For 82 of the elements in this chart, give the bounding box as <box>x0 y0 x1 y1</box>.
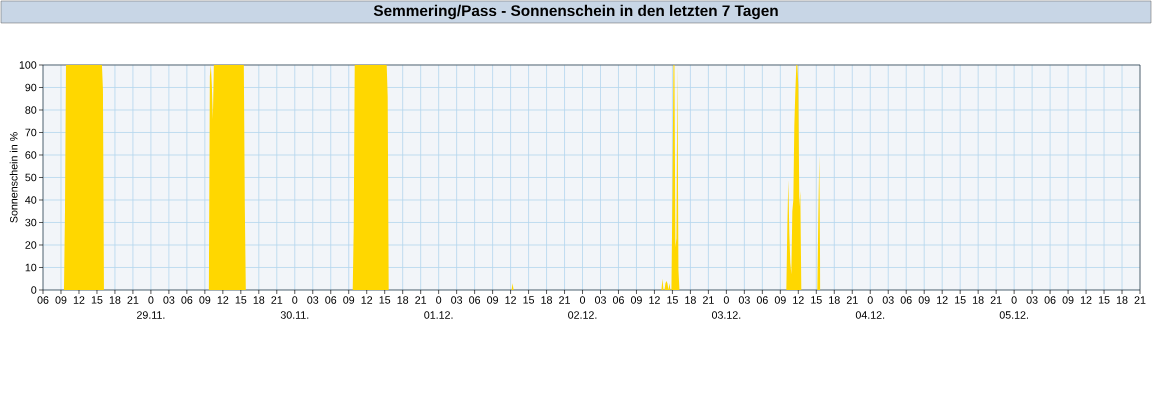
x-tick-label: 06 <box>325 296 337 304</box>
x-tick-label: 21 <box>415 296 427 304</box>
x-tick-label: 03 <box>307 296 319 304</box>
y-tick-label: 0 <box>31 286 37 294</box>
x-tick-label: 03 <box>451 296 463 304</box>
x-tick-label: 18 <box>109 296 121 304</box>
x-tick-label: 18 <box>829 296 840 304</box>
x-tick-label: 21 <box>703 296 714 304</box>
x-tick-label: 0 <box>867 296 873 304</box>
y-tick-label: 60 <box>25 151 37 159</box>
x-tick-label: 06 <box>756 296 768 304</box>
x-tick-label: 03 <box>1026 296 1038 304</box>
x-tick-label: 0 <box>579 296 586 304</box>
x-tick-label: 12 <box>505 296 516 304</box>
x-tick-label: 06 <box>612 296 624 304</box>
x-tick-label: 15 <box>811 296 822 304</box>
chart-title: Semmering/Pass - Sonnenschein in den letzten 7 Tagen <box>373 4 778 20</box>
text: 02.12. <box>568 311 597 319</box>
x-tick-label: 06 <box>900 296 912 304</box>
y-tick-label: 50 <box>25 173 37 182</box>
x-tick-label: 12 <box>1080 296 1092 304</box>
x-tick-label: 06 <box>37 296 49 304</box>
y-tick-label: 10 <box>25 263 37 272</box>
x-tick-label: 0 <box>1011 296 1017 304</box>
x-tick-label: 03 <box>882 296 894 304</box>
x-tick-label: 09 <box>774 296 786 304</box>
x-tick-label: 09 <box>55 296 67 304</box>
x-tick-label: 06 <box>181 296 193 304</box>
x-tick-label: 09 <box>1062 296 1074 304</box>
x-tick-label: 12 <box>937 296 948 304</box>
x-tick-label: 06 <box>469 296 481 304</box>
x-tick-label: 09 <box>630 296 642 304</box>
text: 29.11. <box>137 311 165 319</box>
x-tick-label: 0 <box>292 296 298 304</box>
y-tick-label: 70 <box>25 128 37 137</box>
x-tick-label: 09 <box>343 296 355 304</box>
x-tick-label: 0 <box>723 296 729 304</box>
x-tick-label: 21 <box>1134 296 1146 304</box>
x-tick-label: 03 <box>594 296 606 304</box>
x-tick-label: 0 <box>436 296 442 304</box>
x-tick-label: 15 <box>523 296 535 304</box>
text: 05.12. <box>999 311 1028 319</box>
x-tick-label: 09 <box>487 296 499 304</box>
x-tick-label: 18 <box>541 296 552 304</box>
x-tick-label: 21 <box>127 296 139 304</box>
x-tick-label: 15 <box>235 296 247 304</box>
x-tick-label: 15 <box>667 296 678 304</box>
y-axis-title: Sonnenschein in % <box>9 132 18 223</box>
x-tick-label: 09 <box>918 296 930 304</box>
x-tick-label: 18 <box>397 296 409 304</box>
x-tick-label: 21 <box>559 296 570 304</box>
x-tick-label: 15 <box>91 296 103 304</box>
x-tick-label: 12 <box>361 296 373 304</box>
text: 04.12. <box>855 311 885 319</box>
x-tick-label: 21 <box>990 296 1002 304</box>
x-tick-label: 12 <box>649 296 660 304</box>
x-tick-label: 18 <box>685 296 696 304</box>
x-tick-label: 18 <box>253 296 265 304</box>
x-tick-label: 03 <box>163 296 175 304</box>
y-tick-label: 40 <box>25 196 37 204</box>
x-tick-label: 12 <box>73 296 85 304</box>
x-tick-label: 15 <box>1098 296 1110 304</box>
x-tick-label: 15 <box>379 296 391 304</box>
text: 03.12. <box>711 311 741 319</box>
x-tick-label: 18 <box>1116 296 1128 304</box>
x-tick-label: 15 <box>955 296 966 304</box>
x-tick-label: 12 <box>793 296 804 304</box>
y-tick-label: 90 <box>25 83 37 92</box>
x-tick-label: 21 <box>846 296 858 304</box>
y-tick-label: 80 <box>25 106 37 114</box>
x-tick-label: 12 <box>217 296 229 304</box>
x-tick-label: 03 <box>738 296 750 304</box>
x-tick-label: 09 <box>199 296 211 304</box>
text: 01.12. <box>424 311 453 319</box>
x-tick-label: 06 <box>1044 296 1056 304</box>
y-tick-label: 100 <box>19 61 37 69</box>
text: 30.11. <box>280 311 309 319</box>
x-tick-label: 21 <box>271 296 283 304</box>
x-tick-label: 18 <box>973 296 984 304</box>
y-tick-label: 30 <box>25 218 37 227</box>
y-tick-label: 20 <box>25 241 37 249</box>
x-tick-label: 0 <box>148 296 154 304</box>
